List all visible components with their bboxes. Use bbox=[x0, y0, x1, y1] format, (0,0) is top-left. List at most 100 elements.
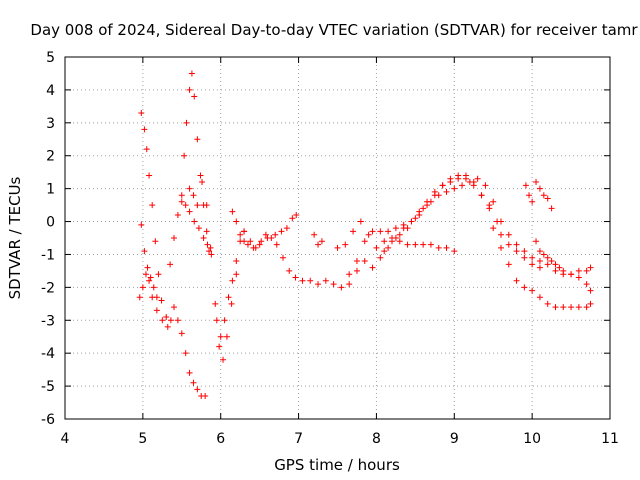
data-point bbox=[342, 241, 349, 248]
data-point bbox=[182, 202, 189, 209]
data-point bbox=[241, 228, 248, 235]
series-arc-i bbox=[229, 208, 300, 251]
data-point bbox=[178, 192, 185, 199]
data-point bbox=[307, 277, 314, 284]
data-point bbox=[155, 271, 162, 278]
series-arc-k bbox=[311, 231, 325, 248]
data-point bbox=[334, 244, 341, 251]
data-point bbox=[435, 192, 442, 199]
data-point bbox=[361, 258, 368, 265]
data-point bbox=[513, 241, 520, 248]
data-point bbox=[459, 182, 466, 189]
data-point bbox=[369, 264, 376, 271]
data-point bbox=[498, 231, 504, 238]
data-point bbox=[548, 205, 555, 212]
data-point bbox=[181, 152, 188, 159]
data-point bbox=[322, 277, 329, 284]
data-point bbox=[536, 258, 543, 265]
data-point bbox=[178, 198, 185, 205]
x-tick-label: 11 bbox=[601, 431, 619, 447]
data-point bbox=[404, 225, 411, 232]
data-point bbox=[513, 277, 520, 284]
series-arc-b bbox=[138, 221, 160, 301]
y-tick-label: -4 bbox=[41, 346, 55, 362]
data-point bbox=[213, 317, 220, 324]
data-point bbox=[195, 225, 202, 232]
data-point bbox=[158, 297, 165, 304]
data-point bbox=[188, 70, 195, 77]
data-point bbox=[174, 211, 181, 218]
data-point bbox=[521, 248, 528, 255]
data-point bbox=[171, 235, 177, 241]
data-point bbox=[583, 304, 590, 311]
data-point bbox=[293, 211, 300, 218]
data-point bbox=[163, 313, 170, 320]
chart-title: Day 008 of 2024, Sidereal Day-to-day VTE… bbox=[30, 21, 638, 39]
data-point bbox=[149, 202, 156, 209]
data-point bbox=[186, 185, 193, 192]
data-point bbox=[136, 294, 143, 301]
data-point bbox=[221, 317, 228, 324]
data-point bbox=[529, 254, 536, 261]
data-point bbox=[583, 267, 590, 274]
data-point bbox=[381, 248, 388, 255]
data-point bbox=[552, 261, 559, 268]
data-point bbox=[142, 271, 149, 278]
data-point bbox=[233, 258, 240, 265]
data-point bbox=[286, 267, 293, 274]
data-point bbox=[208, 251, 215, 258]
data-point bbox=[560, 267, 567, 274]
data-point bbox=[533, 179, 540, 186]
data-point bbox=[311, 231, 318, 238]
y-tick-label: 0 bbox=[46, 215, 55, 231]
data-point bbox=[315, 241, 322, 248]
data-point bbox=[299, 277, 306, 284]
data-point bbox=[350, 228, 357, 235]
data-point bbox=[197, 172, 204, 179]
data-point bbox=[389, 238, 395, 245]
data-point bbox=[212, 300, 219, 307]
data-point bbox=[202, 392, 209, 399]
data-point bbox=[548, 258, 555, 265]
data-point bbox=[138, 221, 145, 228]
data-point bbox=[427, 198, 434, 205]
x-tick-label: 10 bbox=[523, 431, 541, 447]
data-point bbox=[273, 241, 280, 248]
x-tick-label: 8 bbox=[372, 431, 381, 447]
series-arc-l bbox=[334, 218, 458, 255]
series-arc-o bbox=[381, 175, 543, 265]
data-point bbox=[498, 218, 504, 225]
data-point bbox=[490, 225, 497, 232]
axis-ticks: 4 5 6 7 8 9 10 11 -6 -5 -4 -3 -2 -1 0 1 2 3 4 5 bbox=[41, 50, 619, 447]
data-point bbox=[207, 244, 214, 251]
series-arc-r bbox=[533, 238, 594, 294]
data-point bbox=[544, 195, 551, 202]
data-point bbox=[447, 175, 454, 182]
data-point bbox=[278, 228, 285, 235]
data-point bbox=[237, 231, 244, 238]
data-point bbox=[228, 300, 235, 307]
data-point bbox=[186, 369, 193, 376]
data-point bbox=[536, 264, 543, 271]
series-arc-j bbox=[241, 228, 368, 291]
data-point bbox=[482, 182, 489, 189]
data-point bbox=[186, 86, 193, 93]
data-point bbox=[451, 185, 458, 192]
data-point bbox=[560, 304, 567, 311]
data-point bbox=[526, 192, 533, 199]
data-point bbox=[262, 231, 269, 238]
data-point bbox=[412, 241, 419, 248]
data-point bbox=[575, 304, 582, 311]
y-tick-label: -1 bbox=[41, 247, 55, 263]
series-arc-e bbox=[171, 304, 209, 399]
data-point bbox=[521, 284, 528, 291]
data-point bbox=[174, 317, 181, 324]
data-point bbox=[244, 241, 251, 248]
data-point bbox=[206, 248, 213, 255]
data-point bbox=[451, 248, 458, 255]
data-point bbox=[150, 284, 157, 291]
x-axis-label: GPS time / hours bbox=[274, 456, 400, 474]
data-point bbox=[529, 287, 536, 294]
data-point bbox=[513, 248, 520, 255]
